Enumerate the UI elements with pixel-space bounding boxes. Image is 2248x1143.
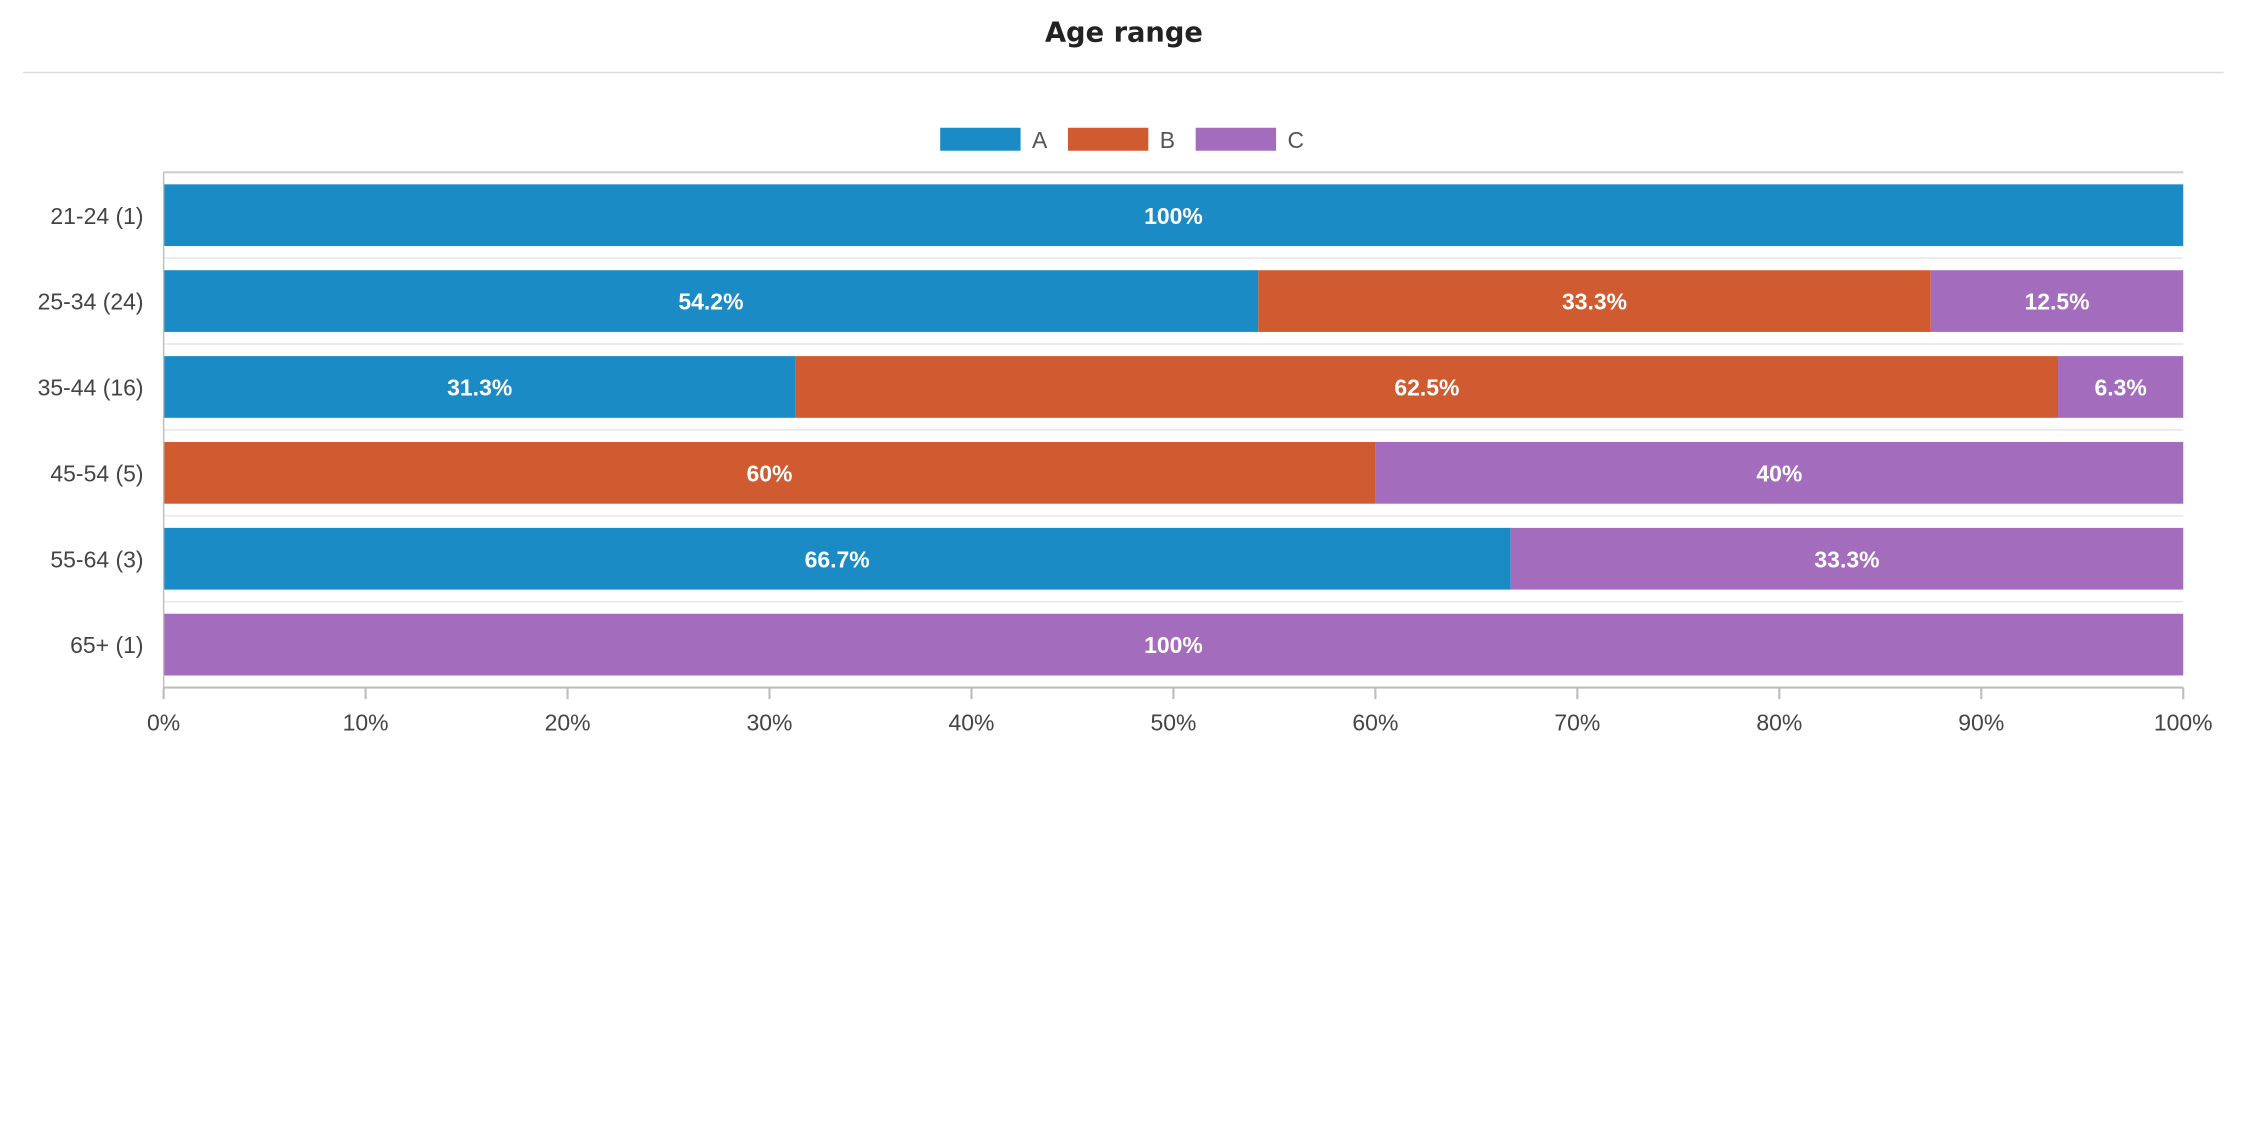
x-tick-label: 30% <box>747 710 793 736</box>
x-tick-label: 40% <box>949 710 995 736</box>
x-tick-label: 100% <box>2154 710 2213 736</box>
data-label: 40% <box>1756 460 1802 486</box>
bar-segment-a <box>163 270 1259 332</box>
data-label: 66.7% <box>805 546 870 572</box>
bar-segment-c <box>2058 356 2184 418</box>
legend-label-b: B <box>1160 127 1175 153</box>
data-label: 100% <box>1144 632 1203 658</box>
legend-swatch-b <box>1067 127 1149 151</box>
x-tick-label: 70% <box>1554 710 1600 736</box>
legend-swatch-c <box>1195 127 1277 151</box>
category-label: 21-24 (1) <box>50 203 143 229</box>
x-tick-label: 90% <box>1958 710 2004 736</box>
bar-segment-c <box>1930 270 2184 332</box>
category-label: 55-64 (3) <box>50 546 143 572</box>
x-tick-label: 50% <box>1150 710 1196 736</box>
data-label: 12.5% <box>2024 289 2089 315</box>
bar-segment-c <box>163 613 2184 676</box>
bar-segment-b <box>1258 270 1931 332</box>
bar-segment-c <box>1510 527 2184 590</box>
x-tick-label: 60% <box>1352 710 1398 736</box>
category-label: 45-54 (5) <box>50 460 143 486</box>
data-label: 60% <box>747 460 793 486</box>
category-label: 65+ (1) <box>70 632 143 658</box>
legend-swatch-a <box>940 127 1021 151</box>
x-tick-label: 0% <box>147 710 180 736</box>
title-divider <box>22 71 2224 74</box>
category-label: 25-34 (24) <box>38 289 144 315</box>
x-tick-label: 10% <box>343 710 389 736</box>
category-label: 35-44 (16) <box>38 375 144 401</box>
stacked-bar-chart: A B C 21-24 (1) 25-34 (24) 35-44 (16) 45-54 (5… <box>38 127 2213 736</box>
data-label: 31.3% <box>447 375 512 401</box>
bar-segment-a <box>163 527 1511 590</box>
legend-label-a: A <box>1032 127 1048 153</box>
bar-segment-a <box>163 184 2184 247</box>
data-label: 54.2% <box>678 289 743 315</box>
data-label: 33.3% <box>1562 289 1627 315</box>
data-label: 6.3% <box>2094 375 2146 401</box>
x-tick-label: 20% <box>545 710 591 736</box>
data-label: 33.3% <box>1814 546 1879 572</box>
x-tick-label: 80% <box>1756 710 1802 736</box>
bar-segment-a <box>163 356 796 418</box>
bar-segment-b <box>163 441 1376 504</box>
bar-segment-c <box>1375 441 2184 504</box>
chart-title: Age range <box>1044 17 1203 49</box>
data-label: 62.5% <box>1394 375 1459 401</box>
bar-segment-b <box>795 356 2059 418</box>
data-label: 100% <box>1144 203 1203 229</box>
legend-label-c: C <box>1288 127 1305 153</box>
